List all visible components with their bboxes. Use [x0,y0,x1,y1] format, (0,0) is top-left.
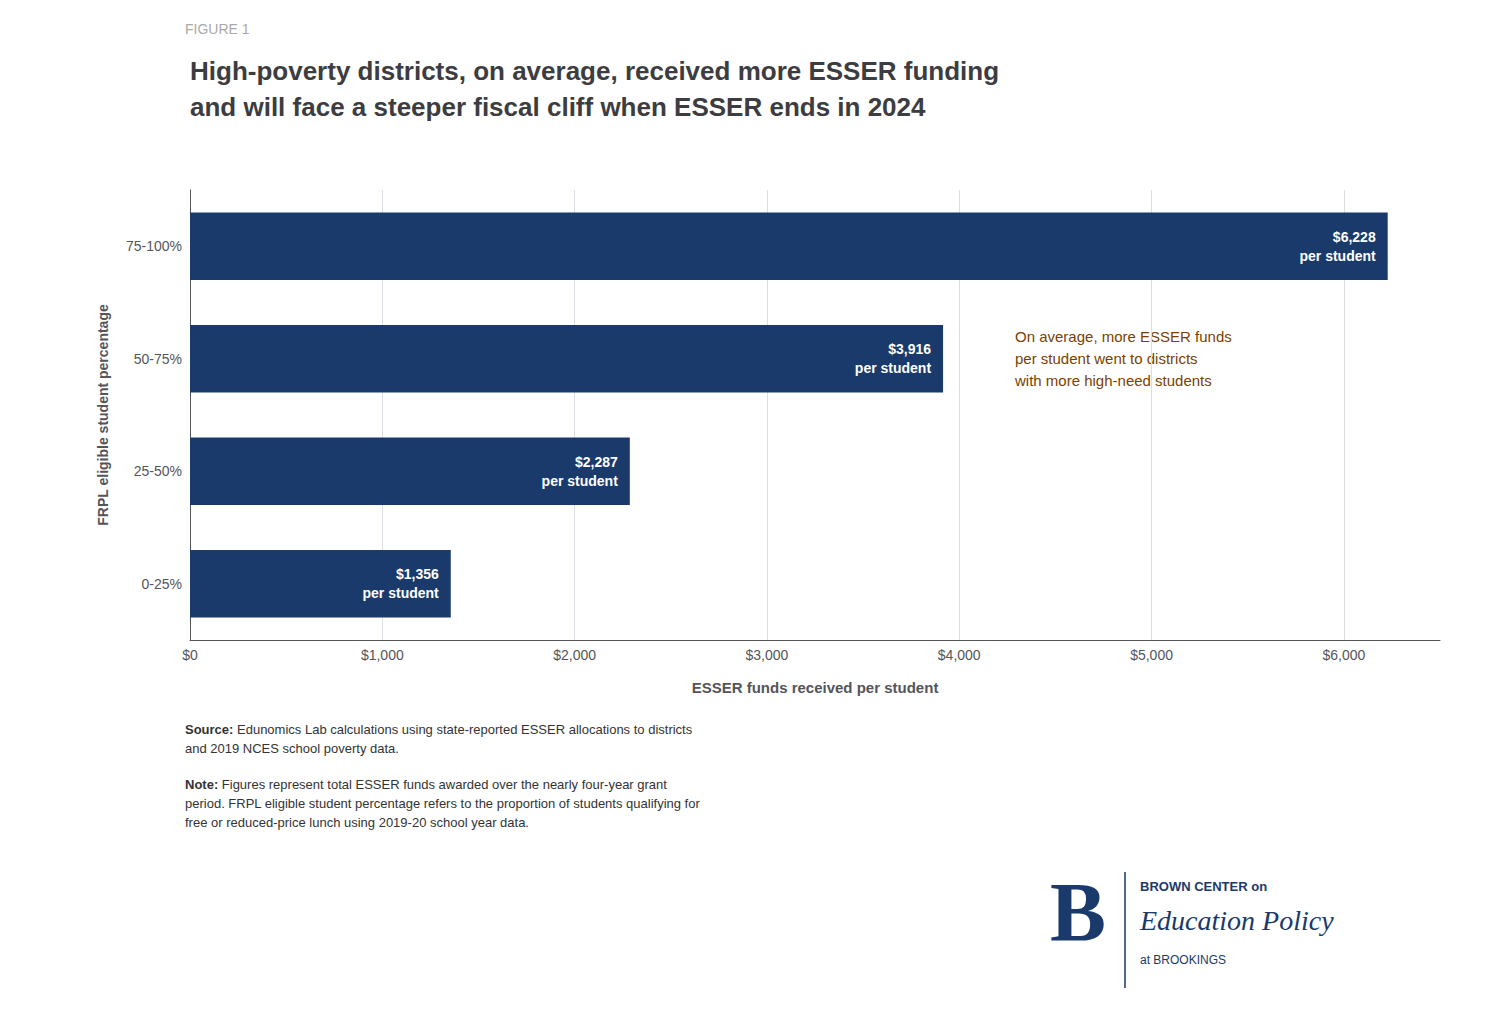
svg-text:High-poverty districts, on ave: High-poverty districts, on average, rece… [190,56,999,86]
svg-text:$3,916: $3,916 [888,341,931,357]
svg-text:per student: per student [1299,248,1376,264]
svg-text:On average, more ESSER funds: On average, more ESSER funds [1015,328,1232,345]
svg-text:Figures represent total ESSER: Figures represent total ESSER funds awar… [218,777,667,792]
svg-text:Education Policy: Education Policy [1139,905,1334,936]
svg-text:75-100%: 75-100% [126,238,182,254]
svg-text:at BROOKINGS: at BROOKINGS [1140,953,1226,967]
svg-text:B: B [1050,866,1106,959]
svg-text:$0: $0 [182,647,198,663]
svg-text:per student: per student [542,473,619,489]
svg-text:per student: per student [855,360,932,376]
svg-text:Edunomics Lab calculations usi: Edunomics Lab calculations using state-r… [233,722,692,737]
svg-text:Note:: Note: [185,777,218,792]
svg-text:50-75%: 50-75% [134,351,182,367]
svg-text:$6,228: $6,228 [1333,229,1376,245]
svg-text:$4,000: $4,000 [938,647,981,663]
svg-text:$3,000: $3,000 [746,647,789,663]
svg-text:and will face a steeper fiscal: and will face a steeper fiscal cliff whe… [190,92,926,122]
svg-text:BROWN CENTER on: BROWN CENTER on [1140,879,1267,894]
svg-text:$1,356: $1,356 [396,566,439,582]
svg-text:period. FRPL eligible student: period. FRPL eligible student percentage… [185,796,700,811]
svg-text:$1,000: $1,000 [361,647,404,663]
svg-text:$6,000: $6,000 [1322,647,1365,663]
svg-text:per student went to districts: per student went to districts [1015,350,1198,367]
svg-text:25-50%: 25-50% [134,463,182,479]
svg-text:free or reduced-price lunch us: free or reduced-price lunch using 2019-2… [185,815,529,830]
svg-text:and 2019 NCES school poverty d: and 2019 NCES school poverty data. [185,741,399,756]
svg-text:FIGURE 1: FIGURE 1 [185,21,250,37]
svg-text:per student: per student [363,585,440,601]
svg-text:Source:: Source: [185,722,233,737]
svg-text:$5,000: $5,000 [1130,647,1173,663]
svg-text:$2,287: $2,287 [575,454,618,470]
svg-text:$2,000: $2,000 [553,647,596,663]
svg-text:ESSER funds received per stude: ESSER funds received per student [692,679,939,696]
svg-text:0-25%: 0-25% [142,576,182,592]
svg-text:FRPL eligible student percenta: FRPL eligible student percentage [95,304,111,526]
svg-text:with more high-need students: with more high-need students [1014,372,1212,389]
